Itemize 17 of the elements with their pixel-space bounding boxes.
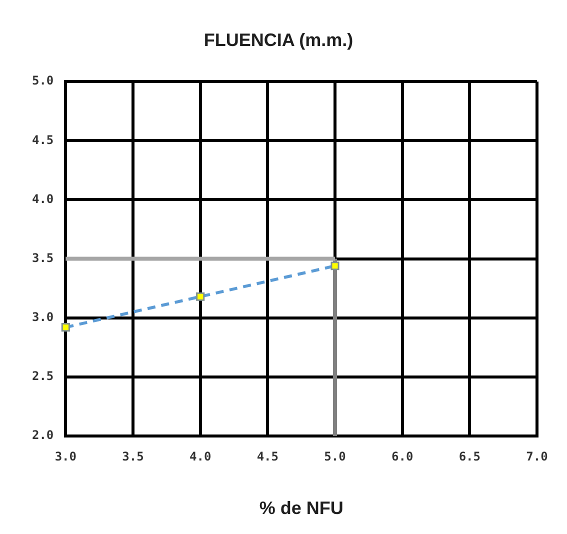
x-tick-label: 6.0 bbox=[391, 449, 414, 464]
y-tick-label: 2.5 bbox=[32, 369, 54, 384]
y-tick-label: 2.0 bbox=[32, 428, 54, 442]
x-tick-label: 3.0 bbox=[54, 449, 77, 464]
y-tick-label: 4.0 bbox=[32, 192, 54, 206]
y-tick-label: 5.0 bbox=[32, 74, 54, 88]
x-tick-label: 4.0 bbox=[189, 449, 212, 464]
x-tick-label: 3.5 bbox=[122, 449, 144, 464]
x-tick-label: 6.5 bbox=[458, 449, 481, 464]
y-tick-label: 3.0 bbox=[32, 310, 54, 324]
chart-title: FLUENCIA (m.m.) bbox=[204, 30, 354, 50]
x-tick-label: 4.5 bbox=[256, 449, 279, 464]
y-tick-label: 3.5 bbox=[32, 250, 54, 265]
y-tick-label: 4.5 bbox=[32, 132, 54, 147]
x-tick-label: 5.0 bbox=[324, 449, 346, 464]
x-axis-title: % de NFU bbox=[259, 498, 344, 518]
x-tick-label: 7.0 bbox=[526, 449, 548, 464]
